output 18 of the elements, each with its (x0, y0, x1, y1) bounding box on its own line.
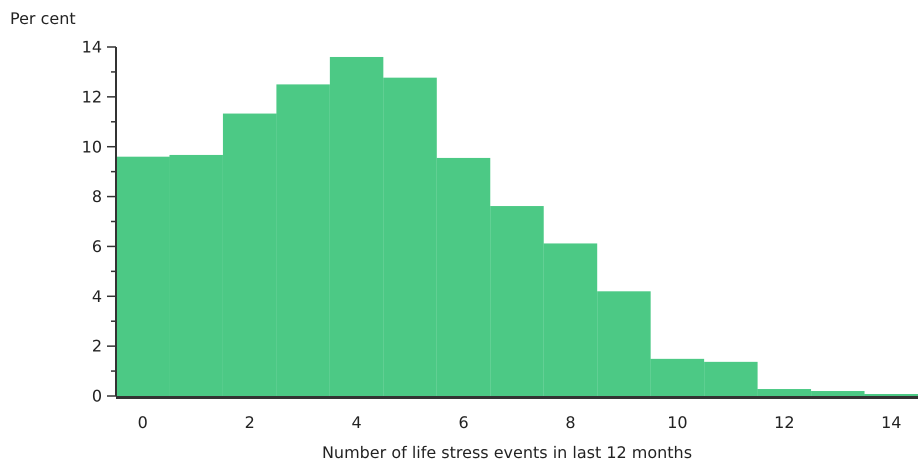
x-tick-label: 12 (774, 413, 795, 432)
y-tick-label: 14 (82, 38, 102, 57)
x-tick-label: 0 (138, 413, 148, 432)
y-tick-label: 12 (82, 87, 102, 106)
x-tick-label: 8 (565, 413, 576, 432)
y-axis-title: Per cent (10, 9, 76, 28)
y-tick-label: 8 (92, 187, 102, 206)
y-tick-label: 2 (92, 336, 102, 356)
y-tick-label: 4 (92, 286, 102, 306)
x-tick-label: 6 (458, 413, 469, 432)
x-tick-label: 10 (667, 413, 688, 432)
y-tick-label: 10 (82, 137, 102, 156)
x-tick-label: 2 (244, 413, 255, 432)
x-axis-title: Number of life stress events in last 12 months (322, 443, 692, 462)
y-tick-label: 6 (92, 237, 102, 256)
x-tick-label: 14 (881, 413, 902, 432)
x-tick-label: 4 (352, 413, 362, 432)
y-tick-label: 0 (92, 386, 102, 406)
